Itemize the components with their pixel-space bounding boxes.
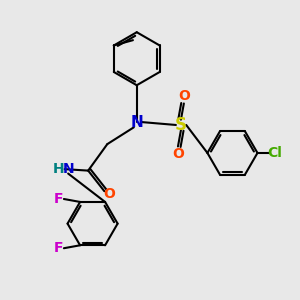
- Text: O: O: [172, 147, 184, 161]
- Text: N: N: [62, 162, 74, 176]
- Text: H: H: [53, 162, 64, 176]
- Text: O: O: [178, 88, 190, 103]
- Text: F: F: [54, 192, 63, 206]
- Text: O: O: [104, 187, 116, 201]
- Text: S: S: [175, 116, 187, 134]
- Text: N: N: [130, 115, 143, 130]
- Text: F: F: [54, 241, 63, 255]
- Text: Cl: Cl: [268, 146, 283, 160]
